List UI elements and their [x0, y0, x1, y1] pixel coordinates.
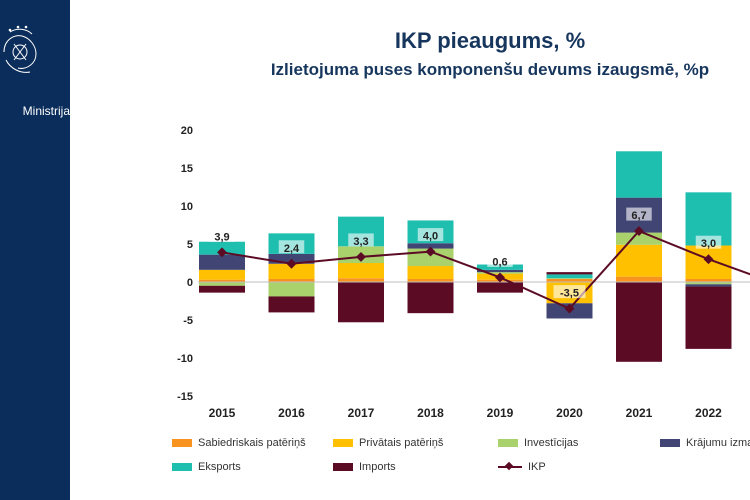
- bar-krajumi-2022: [685, 284, 732, 287]
- data-label-2016: 2,4: [284, 243, 300, 255]
- bar-imports-2022: [685, 286, 732, 349]
- bar-sabiedriskais-2018: [407, 278, 454, 282]
- bar-krajumi-2019: [477, 269, 523, 273]
- ikp-marker-2017: [356, 251, 366, 262]
- ikp-marker-2020: [564, 303, 575, 314]
- bar-imports-2018: [407, 282, 454, 314]
- data-label-bg-2017: [348, 233, 374, 247]
- y-tick-label: -10: [177, 353, 193, 365]
- ikp-marker-2019: [495, 272, 505, 283]
- ikp-marker-2018: [425, 246, 436, 257]
- x-tick-label: 2016: [278, 406, 305, 420]
- x-tick-label: 2019: [487, 406, 514, 420]
- bar-privatais-2018: [407, 266, 454, 279]
- y-tick-label: 15: [181, 163, 193, 175]
- bar-krajumi-2015: [199, 254, 245, 270]
- bar-sabiedriskais-2022: [685, 278, 732, 282]
- data-label-2018: 4,0: [423, 231, 438, 243]
- bar-sabiedriskais-2021: [616, 276, 662, 282]
- bar-privatais-2016: [268, 263, 315, 279]
- bar-sabiedriskais-2015: [199, 279, 245, 282]
- y-tick-label: 0: [187, 277, 193, 289]
- bar-imports-2017: [338, 282, 384, 323]
- bar-sabiedriskais-2016: [268, 278, 315, 282]
- bar-imports-2015: [199, 285, 245, 293]
- bar-eksports-2021: [616, 151, 662, 198]
- bar-imports-2019: [477, 282, 523, 293]
- y-tick-label: 5: [187, 239, 193, 251]
- coat-of-arms-icon: [3, 25, 37, 73]
- bar-imports-2021: [616, 282, 662, 362]
- bar-investicijas-2022: [685, 282, 732, 285]
- data-label-bg-2016: [278, 240, 305, 254]
- chart-subtitle: Izlietojuma puses komponenšu devums izau…: [270, 60, 710, 79]
- bar-investicijas-2016: [268, 282, 315, 297]
- bar-sabiedriskais-2020: [546, 278, 593, 282]
- x-tick-label: 2021: [626, 406, 653, 420]
- data-label-bg-2015: [209, 228, 235, 242]
- bar-investicijas-2015: [199, 282, 245, 286]
- data-label-2015: 3,9: [214, 231, 229, 243]
- data-label-2019: 0,6: [492, 256, 507, 268]
- x-tick-label: 2018: [417, 406, 444, 420]
- bar-investicijas-2020: [546, 278, 593, 279]
- chart-title: IKP pieaugums, %: [394, 28, 586, 53]
- x-tick-label: 2017: [348, 406, 375, 420]
- bar-eksports-2019: [477, 264, 523, 270]
- x-tick-label: 2015: [209, 406, 236, 420]
- y-tick-label: -5: [183, 315, 193, 327]
- bar-eksports-2020: [546, 274, 593, 279]
- ministry-name: Ministrija: [22, 104, 70, 118]
- ikp-marker-2021: [634, 226, 644, 237]
- x-tick-label: 2022: [695, 406, 722, 420]
- data-label-2022: 3,0: [701, 238, 716, 250]
- x-tick-label: 2020: [556, 406, 583, 420]
- bar-privatais-2015: [199, 269, 245, 280]
- data-label-bg-2019: [487, 253, 513, 267]
- ikp-marker-2016: [286, 258, 297, 269]
- data-label-2020: -3,5: [560, 288, 579, 300]
- y-tick-label: 20: [181, 125, 193, 137]
- sidebar: Ministrija: [0, 0, 70, 500]
- data-label-2017: 3,3: [353, 236, 368, 248]
- y-tick-label: -15: [177, 391, 193, 403]
- ikp-marker-2015: [217, 247, 227, 258]
- data-label-2021: 6,7: [631, 210, 646, 222]
- data-label-bg-2022: [695, 235, 722, 249]
- bar-imports-2016: [268, 296, 315, 313]
- bar-sabiedriskais-2017: [338, 278, 384, 282]
- data-label-bg-2020: [553, 285, 586, 299]
- y-tick-label: 10: [181, 201, 193, 213]
- bar-krajumi-2018: [407, 243, 454, 249]
- bar-imports-2020: [546, 272, 593, 275]
- data-label-bg-2021: [626, 207, 652, 221]
- data-label-bg-2018: [417, 228, 444, 242]
- bar-privatais-2021: [616, 244, 662, 277]
- bar-privatais-2017: [338, 263, 384, 279]
